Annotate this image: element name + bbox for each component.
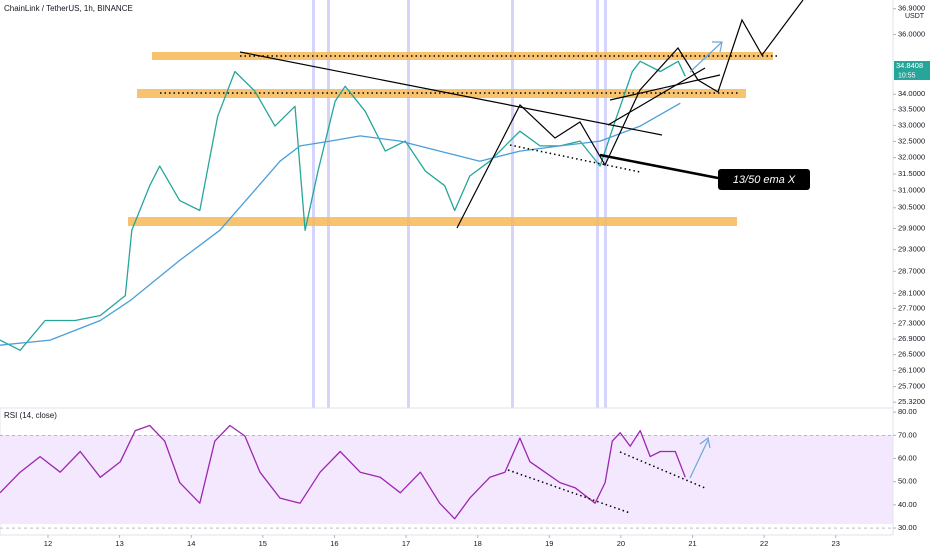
wedge-line <box>609 74 721 101</box>
rsi-divergence <box>619 451 706 489</box>
y-tick-label: 50.00 <box>898 477 917 486</box>
y-tick-label: 32.0000 <box>898 153 925 162</box>
y-tick-label: 29.9000 <box>898 223 925 232</box>
y-tick-label: 33.5000 <box>898 105 925 114</box>
highlight <box>604 0 607 408</box>
y-tick-label: 25.7000 <box>898 382 925 391</box>
y-tick-label: 36.0000 <box>898 30 925 39</box>
y-tick-label: 28.1000 <box>898 288 925 297</box>
arrow-head <box>712 41 723 53</box>
rsi-title: RSI (14, close) <box>4 411 57 420</box>
arrow <box>689 439 709 479</box>
y-tick-label: 36.9000 <box>898 4 925 13</box>
arrow <box>689 41 723 73</box>
axes: 36.9000 36.0000 34.0000 33.5000 33.0000 32.50… <box>44 4 925 548</box>
trend-line <box>239 51 663 136</box>
x-tick-label: 15 <box>259 539 267 548</box>
drawings <box>239 0 804 514</box>
y-tick-label: 60.00 <box>898 453 917 462</box>
y-tick-label: 27.7000 <box>898 303 925 312</box>
last-price: 34.8408 <box>896 61 923 70</box>
x-tick-label: 23 <box>832 539 840 548</box>
y-tick-label: 80.00 <box>898 407 917 416</box>
y-tick-label: 30.00 <box>898 523 917 532</box>
highlight <box>511 0 514 408</box>
countdown: 10:55 <box>898 72 916 79</box>
annotation-box <box>718 169 810 190</box>
highlight <box>327 0 330 408</box>
x-tick-label: 13 <box>115 539 123 548</box>
x-tick-label: 12 <box>44 539 52 548</box>
x-tick-label: 18 <box>473 539 481 548</box>
y-tick-label: 32.5000 <box>898 136 925 145</box>
y-tick-label: 27.3000 <box>898 319 925 328</box>
y-tick-label: 26.9000 <box>898 334 925 343</box>
zigzag-projection <box>456 0 804 229</box>
y-tick-label: 34.0000 <box>898 89 925 98</box>
y-tick-label: 26.1000 <box>898 365 925 374</box>
series-line <box>0 60 686 351</box>
highlight <box>312 0 315 408</box>
x-tick-label: 22 <box>760 539 768 548</box>
pointer-line <box>599 153 719 180</box>
price-pane <box>0 0 893 408</box>
y-tick-label: 30.5000 <box>898 203 925 212</box>
y-tick-label: 29.3000 <box>898 245 925 254</box>
arrow-head <box>699 436 711 449</box>
y-tick-label: 33.0000 <box>898 120 925 129</box>
resistance-zone <box>152 52 773 60</box>
x-tick-label: 16 <box>330 539 338 548</box>
highlight <box>407 0 410 408</box>
series-line <box>0 102 681 346</box>
y-tick-label: 28.7000 <box>898 266 925 275</box>
plot <box>0 60 893 529</box>
symbol-title: ChainLink / TetherUS, 1h, BINANCE <box>4 4 133 13</box>
price-tag <box>894 61 930 71</box>
x-tick-label: 20 <box>617 539 625 548</box>
x-tick-label: 17 <box>402 539 410 548</box>
y-tick-label: 25.3200 <box>898 397 925 406</box>
series-line <box>0 424 686 520</box>
currency: USDT <box>905 13 925 20</box>
x-tick-label: 19 <box>545 539 553 548</box>
y-tick-label: 40.00 <box>898 500 917 509</box>
wedge-line <box>607 67 706 126</box>
rsi-band <box>0 435 893 524</box>
y-tick-label: 31.0000 <box>898 186 925 195</box>
x-tick-label: 21 <box>688 539 696 548</box>
x-tick-label: 14 <box>187 539 195 548</box>
support-zone <box>128 217 737 226</box>
y-tick-label: 70.00 <box>898 430 917 439</box>
highlight <box>596 0 599 408</box>
annotation: 13/50 ema X <box>733 174 796 186</box>
y-tick-label: 26.5000 <box>898 350 925 359</box>
resistance-zone <box>137 89 746 98</box>
countdown-tag <box>894 71 930 80</box>
y-tick-label: 31.5000 <box>898 169 925 178</box>
